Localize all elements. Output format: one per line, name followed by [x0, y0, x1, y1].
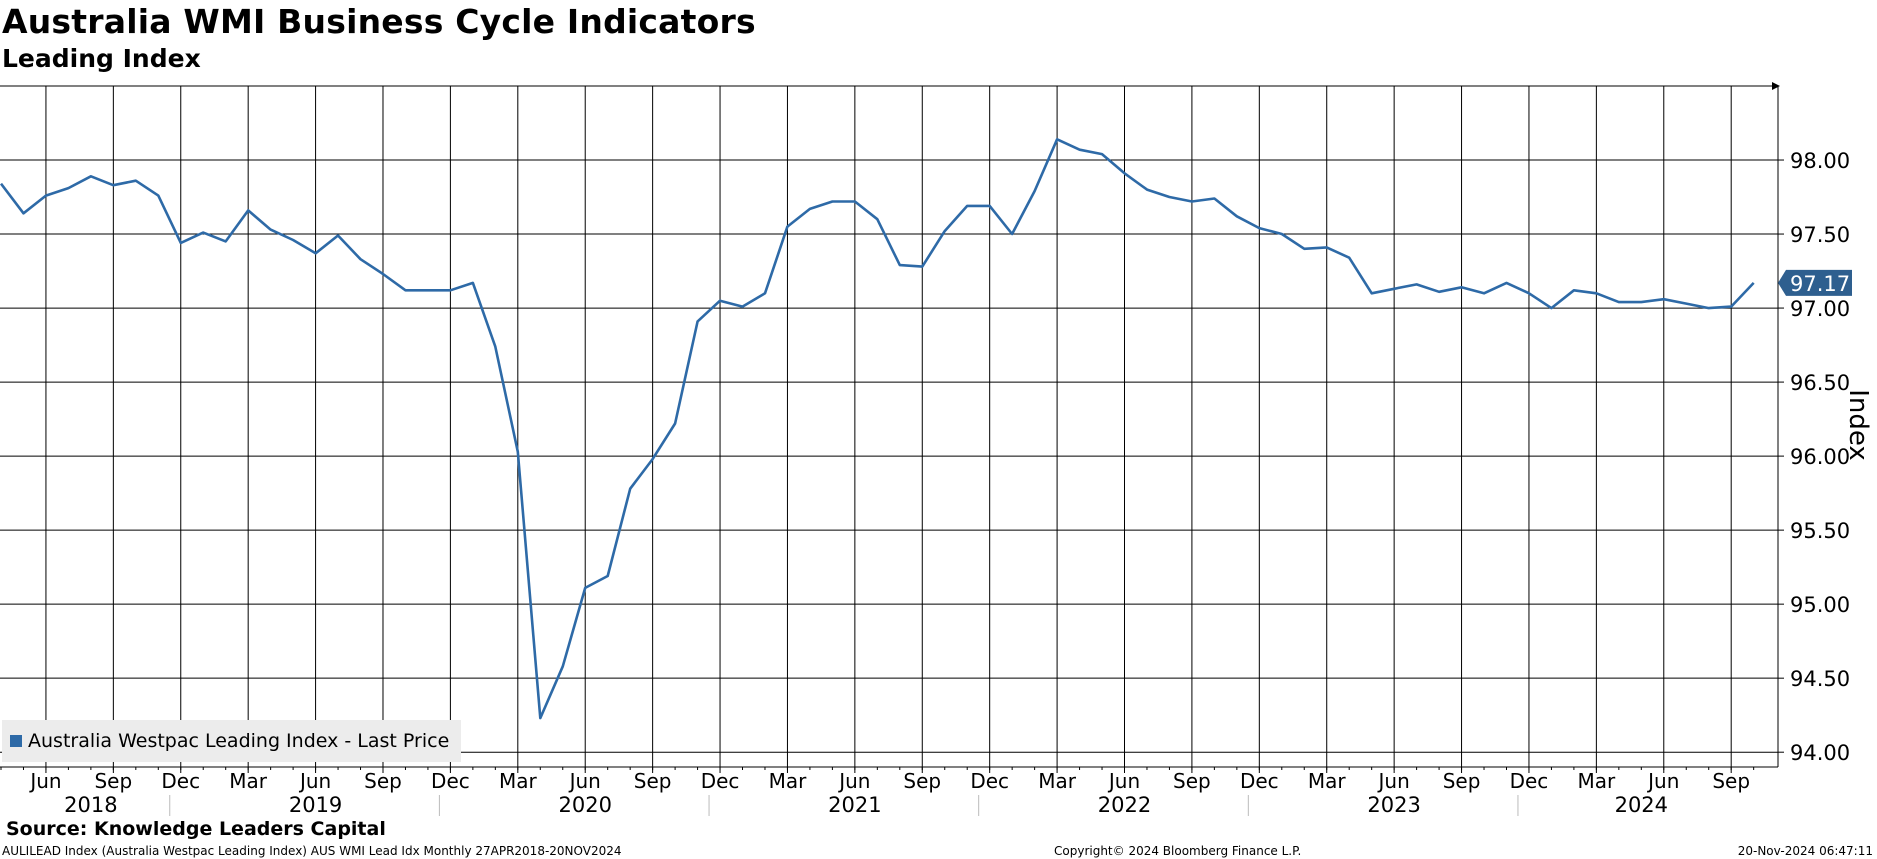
source-note: Source: Knowledge Leaders Capital [6, 818, 386, 840]
x-month-label: Dec [431, 769, 470, 793]
x-month-label: Mar [499, 769, 538, 793]
axis-labels: 94.00 94.50 95.00 95.50 96.00 96.50 97.00 97.50… [28, 149, 1873, 817]
x-year-label: 2018 [64, 793, 117, 817]
legend-swatch [10, 735, 22, 747]
x-month-label: Jun [568, 769, 601, 793]
data-series-line [0, 138, 1755, 720]
x-month-label: Dec [970, 769, 1009, 793]
x-month-label: Sep [364, 769, 402, 793]
x-month-label: Jun [298, 769, 331, 793]
x-month-label: Mar [1578, 769, 1617, 793]
x-month-label: Dec [1240, 769, 1279, 793]
y-tick-label: 97.00 [1790, 297, 1850, 321]
x-year-label: 2021 [828, 793, 881, 817]
x-year-label: 2024 [1615, 793, 1668, 817]
x-month-label: Dec [161, 769, 200, 793]
x-month-label: Sep [1712, 769, 1750, 793]
x-month-label: Jun [1107, 769, 1140, 793]
last-value-label: 97.17 [1790, 272, 1850, 296]
x-month-label: Sep [634, 769, 672, 793]
chart-subtitle: Leading Index [2, 44, 201, 73]
x-month-label: Jun [28, 769, 61, 793]
x-month-label: Mar [1308, 769, 1347, 793]
y-tick-label: 94.50 [1790, 667, 1850, 691]
chart-title: Australia WMI Business Cycle Indicators [2, 2, 756, 41]
y-tick-label: 96.50 [1790, 371, 1850, 395]
x-month-label: Sep [94, 769, 132, 793]
x-year-label: 2023 [1367, 793, 1420, 817]
x-month-label: Mar [769, 769, 808, 793]
x-month-label: Mar [229, 769, 268, 793]
x-year-label: 2019 [289, 793, 342, 817]
index-info: AULILEAD Index (Australia Westpac Leadin… [2, 844, 622, 858]
x-month-label: Jun [837, 769, 870, 793]
x-month-label: Sep [903, 769, 941, 793]
x-year-label: 2022 [1098, 793, 1151, 817]
y-tick-label: 95.00 [1790, 593, 1850, 617]
y-tick-label: 95.50 [1790, 519, 1850, 543]
grid-lines [0, 86, 1778, 767]
y-tick-label: 98.00 [1790, 149, 1850, 173]
y-tick-label: 94.00 [1790, 741, 1850, 765]
y-tick-label: 96.00 [1790, 445, 1850, 469]
copyright: Copyright© 2024 Bloomberg Finance L.P. [1054, 844, 1302, 858]
timestamp: 20-Nov-2024 06:47:11 [1737, 844, 1873, 858]
x-month-label: Sep [1173, 769, 1211, 793]
axes [0, 82, 1784, 816]
x-month-label: Mar [1038, 769, 1077, 793]
y-tick-label: 97.50 [1790, 223, 1850, 247]
x-month-label: Dec [1510, 769, 1549, 793]
x-month-label: Dec [701, 769, 740, 793]
legend-label: Australia Westpac Leading Index - Last P… [28, 730, 450, 752]
x-month-label: Jun [1377, 769, 1410, 793]
series-layer [0, 138, 1755, 720]
last-value-tag [1778, 269, 1852, 296]
legend: Australia Westpac Leading Index - Last P… [2, 720, 462, 762]
y-axis-title: Index [1843, 389, 1873, 461]
x-month-label: Sep [1443, 769, 1481, 793]
x-year-label: 2020 [558, 793, 611, 817]
x-month-label: Jun [1646, 769, 1679, 793]
top-axis-arrow [1772, 82, 1780, 90]
